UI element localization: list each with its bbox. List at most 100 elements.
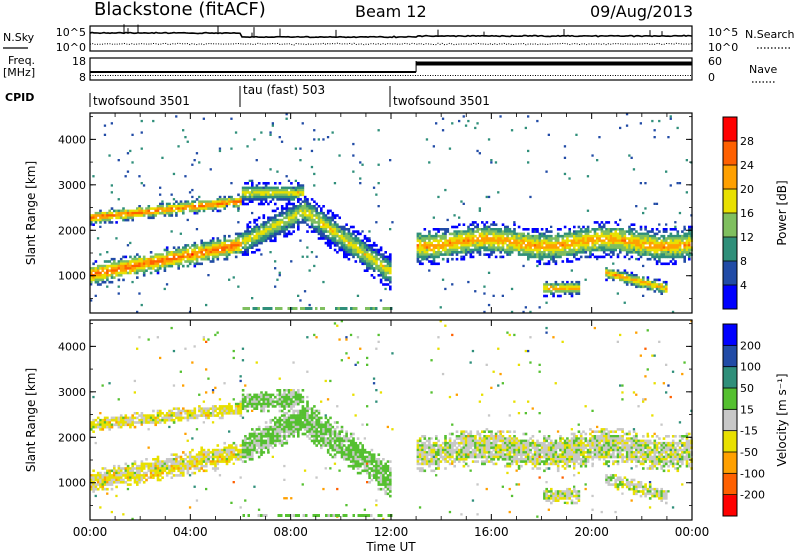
power-cell bbox=[359, 161, 361, 163]
power-cell bbox=[143, 269, 146, 272]
power-cell bbox=[601, 230, 604, 233]
velocity-cell bbox=[242, 453, 245, 456]
power-cell bbox=[111, 214, 114, 217]
power-cell bbox=[677, 249, 680, 252]
power-cell bbox=[447, 249, 450, 252]
power-cell bbox=[248, 307, 251, 310]
power-cell bbox=[325, 226, 328, 229]
power-cell bbox=[207, 251, 210, 254]
velocity-cell bbox=[274, 442, 277, 445]
power-cell bbox=[279, 182, 282, 185]
power-cell bbox=[131, 265, 134, 268]
power-cell bbox=[267, 230, 270, 233]
velocity-cell bbox=[200, 453, 203, 456]
velocity-cell bbox=[145, 458, 148, 461]
power-cell bbox=[253, 226, 256, 229]
power-cell bbox=[550, 290, 553, 293]
velocity-cell bbox=[258, 433, 261, 436]
power-cell bbox=[453, 249, 456, 252]
power-cell bbox=[309, 203, 312, 206]
power-cell bbox=[325, 223, 328, 226]
power-cell bbox=[161, 265, 164, 268]
power-cell bbox=[345, 246, 348, 249]
power-cell bbox=[674, 249, 677, 252]
power-cell bbox=[660, 256, 663, 259]
power-cell bbox=[122, 265, 125, 268]
power-cell bbox=[614, 230, 617, 233]
velocity-cell bbox=[127, 474, 130, 477]
power-cell bbox=[640, 240, 643, 243]
power-cell bbox=[539, 233, 542, 236]
power-cell bbox=[108, 219, 111, 222]
power-cell bbox=[297, 228, 300, 231]
velocity-cell bbox=[152, 467, 155, 470]
velocity-cell bbox=[281, 428, 284, 431]
power-cell bbox=[633, 168, 635, 170]
power-cell bbox=[152, 265, 155, 268]
power-cell bbox=[472, 240, 475, 243]
power-cell bbox=[288, 194, 291, 197]
power-cell bbox=[545, 286, 548, 289]
velocity-cell bbox=[283, 497, 285, 499]
power-cell bbox=[187, 265, 190, 268]
power-cell bbox=[594, 249, 597, 252]
power-cell bbox=[626, 274, 629, 277]
power-cell bbox=[251, 189, 254, 192]
power-cell bbox=[263, 223, 266, 226]
power-cell bbox=[578, 246, 581, 249]
power-cell bbox=[189, 205, 192, 208]
power-cell bbox=[497, 237, 500, 240]
power-cell bbox=[127, 152, 129, 154]
velocity-cell bbox=[242, 407, 245, 410]
power-cell bbox=[573, 283, 576, 286]
power-cell bbox=[125, 175, 127, 177]
power-cell bbox=[286, 189, 289, 192]
power-cell bbox=[465, 244, 468, 247]
power-cell bbox=[293, 307, 296, 310]
power-cell bbox=[621, 233, 624, 236]
power-cell bbox=[550, 237, 553, 240]
velocity-cell bbox=[134, 476, 137, 479]
power-cell bbox=[665, 171, 667, 173]
power-cell bbox=[384, 276, 387, 279]
power-cell bbox=[564, 253, 567, 256]
power-cell bbox=[495, 233, 498, 236]
velocity-cell bbox=[95, 488, 98, 491]
power-cell bbox=[513, 242, 516, 245]
velocity-cell bbox=[246, 405, 249, 408]
power-cell bbox=[267, 226, 270, 229]
power-cell bbox=[263, 182, 266, 185]
power-cell bbox=[539, 260, 542, 263]
power-cell bbox=[95, 217, 98, 220]
power-cell bbox=[99, 253, 101, 255]
velocity-cell bbox=[283, 407, 286, 410]
power-cell bbox=[272, 240, 275, 243]
power-cell bbox=[391, 221, 393, 223]
power-cell bbox=[306, 230, 309, 233]
velocity-cell bbox=[115, 417, 118, 420]
velocity-cell bbox=[157, 460, 160, 463]
velocity-cell bbox=[177, 463, 180, 466]
velocity-cell bbox=[267, 447, 270, 450]
velocity-cell bbox=[99, 419, 102, 422]
power-cell bbox=[631, 240, 634, 243]
power-cell bbox=[520, 244, 523, 247]
power-cell bbox=[589, 253, 592, 256]
velocity-cell bbox=[118, 474, 121, 477]
velocity-cell bbox=[157, 456, 160, 459]
power-cell bbox=[297, 223, 300, 226]
power-cell bbox=[384, 269, 387, 272]
power-cell bbox=[536, 253, 539, 256]
power-cell bbox=[138, 269, 141, 272]
velocity-cell bbox=[281, 444, 284, 447]
power-cell bbox=[658, 286, 661, 289]
power-cell bbox=[447, 242, 450, 245]
power-cell bbox=[539, 240, 542, 243]
power-cell bbox=[313, 129, 315, 131]
power-cell bbox=[552, 286, 555, 289]
power-cell bbox=[555, 240, 558, 243]
power-cell bbox=[97, 267, 100, 270]
power-cell bbox=[302, 221, 305, 224]
power-cell bbox=[437, 246, 440, 249]
velocity-cell bbox=[272, 456, 274, 458]
